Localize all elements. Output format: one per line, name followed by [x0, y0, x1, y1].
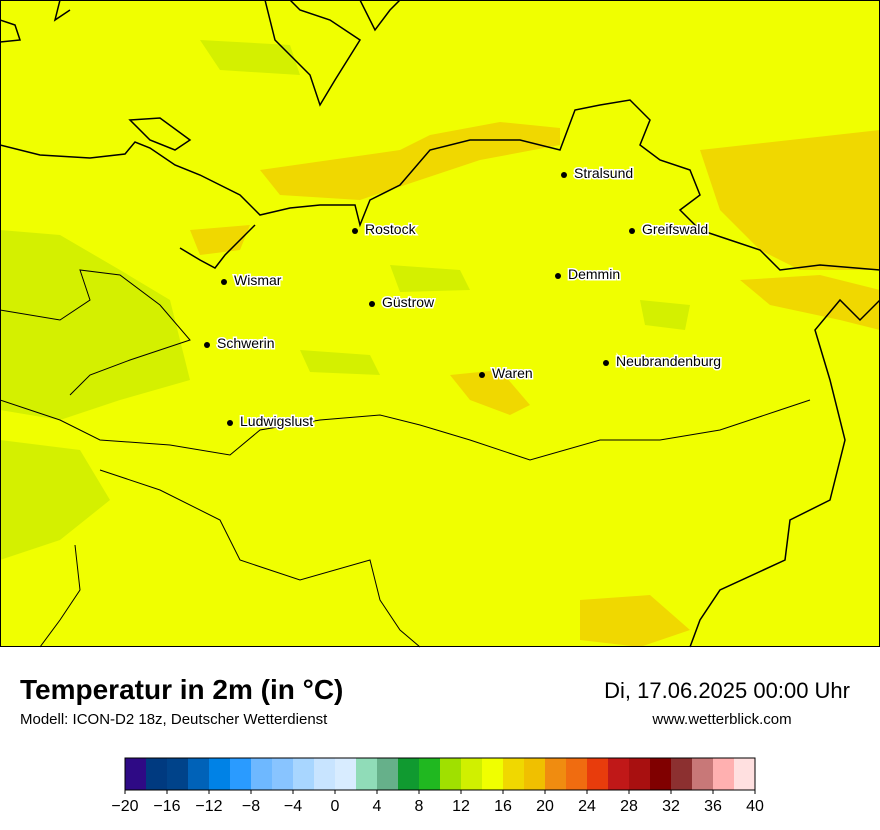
colorbar-swatch — [125, 758, 146, 790]
colorbar-swatch — [356, 758, 377, 790]
colorbar-swatch — [566, 758, 587, 790]
city-dot — [555, 273, 561, 279]
colorbar-swatch — [671, 758, 692, 790]
colorbar-swatch — [335, 758, 356, 790]
colorbar-swatch — [167, 758, 188, 790]
website: www.wetterblick.com — [651, 711, 791, 728]
subtitle: Modell: ICON-D2 18z, Deutscher Wetterdie… — [20, 711, 328, 728]
colorbar-swatch — [713, 758, 734, 790]
title: Temperatur in 2m (in °C) — [20, 674, 343, 705]
city-dot — [479, 372, 485, 378]
city-label: Ludwigslust — [240, 413, 313, 429]
colorbar-swatch — [209, 758, 230, 790]
colorbar-swatch — [251, 758, 272, 790]
city-dot — [221, 279, 227, 285]
city-label: Neubrandenburg — [616, 353, 721, 369]
city-label: Demmin — [568, 266, 620, 282]
city-label: Stralsund — [574, 165, 633, 181]
borders — [0, 269, 811, 648]
colorbar-tick-label: 36 — [704, 798, 722, 815]
colorbar-tick-label: −16 — [153, 798, 180, 815]
colorbar-tick-label: 28 — [620, 798, 638, 815]
colorbar-swatch — [272, 758, 293, 790]
colorbar-swatch — [314, 758, 335, 790]
cool-areas — [0, 40, 690, 560]
city-label: Greifswald — [642, 221, 708, 237]
city-dot — [369, 301, 375, 307]
colorbar-swatch — [545, 758, 566, 790]
colorbar-tick-label: −20 — [111, 798, 138, 815]
colorbar-swatch — [377, 758, 398, 790]
colorbar-swatch — [230, 758, 251, 790]
colorbar-swatch — [398, 758, 419, 790]
city-label: Güstrow — [382, 294, 435, 310]
colorbar-tick-label: 32 — [662, 798, 680, 815]
city-label: Wismar — [234, 272, 282, 288]
city-dot — [629, 228, 635, 234]
colorbar-tick-label: 40 — [746, 798, 764, 815]
colorbar-tick-label: 12 — [452, 798, 470, 815]
colorbar-swatch — [482, 758, 503, 790]
colorbar-frame — [124, 757, 756, 791]
colorbar-swatch — [524, 758, 545, 790]
colorbar-swatch — [587, 758, 608, 790]
warm-areas — [190, 122, 880, 647]
map: Stralsund Rostock Greifswald Wismar Demm… — [0, 0, 880, 648]
colorbar-swatch — [440, 758, 461, 790]
coastline — [0, 0, 880, 648]
city-label: Schwerin — [217, 335, 275, 351]
colorbar-tick-label: 16 — [494, 798, 512, 815]
colorbar-swatch — [650, 758, 671, 790]
city-dot — [352, 228, 358, 234]
colorbar: −20 −16 −12 −8 −4 0 4 8 12 16 20 24 28 32 36 40 — [111, 757, 764, 815]
colorbar-tick-label: 20 — [536, 798, 554, 815]
colorbar-swatch — [734, 758, 755, 790]
colorbar-swatch — [188, 758, 209, 790]
colorbar-swatch — [692, 758, 713, 790]
city-dot — [603, 360, 609, 366]
colorbar-tick-label: −8 — [242, 798, 260, 815]
city-dot — [204, 342, 210, 348]
colorbar-swatch — [293, 758, 314, 790]
datetime: Di, 17.06.2025 00:00 Uhr — [604, 678, 850, 703]
colorbar-tick-label: 8 — [415, 798, 424, 815]
colorbar-swatch — [608, 758, 629, 790]
colorbar-swatch — [419, 758, 440, 790]
city-label: Rostock — [365, 221, 417, 237]
colorbar-swatch — [629, 758, 650, 790]
colorbar-tick-label: 24 — [578, 798, 596, 815]
colorbar-swatch — [503, 758, 524, 790]
city-label: Waren — [492, 365, 533, 381]
colorbar-tick-label: −12 — [195, 798, 222, 815]
colorbar-tick-label: 4 — [373, 798, 382, 815]
city-dot — [561, 172, 567, 178]
colorbar-tick-label: 0 — [331, 798, 340, 815]
city-markers: Stralsund Rostock Greifswald Wismar Demm… — [204, 164, 723, 431]
colorbar-swatch — [461, 758, 482, 790]
city-dot — [227, 420, 233, 426]
colorbar-tick-label: −4 — [284, 798, 302, 815]
colorbar-swatch — [146, 758, 167, 790]
